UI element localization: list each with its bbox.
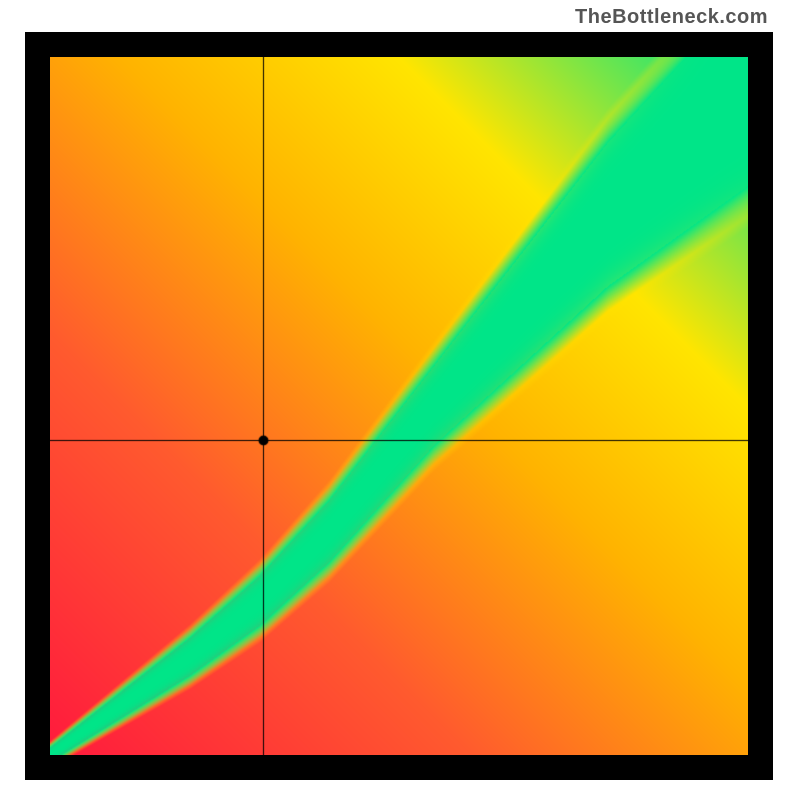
chart-frame <box>25 32 773 780</box>
chart-container: TheBottleneck.com <box>0 0 800 800</box>
watermark-text: TheBottleneck.com <box>575 6 768 29</box>
crosshair-overlay <box>50 57 748 755</box>
